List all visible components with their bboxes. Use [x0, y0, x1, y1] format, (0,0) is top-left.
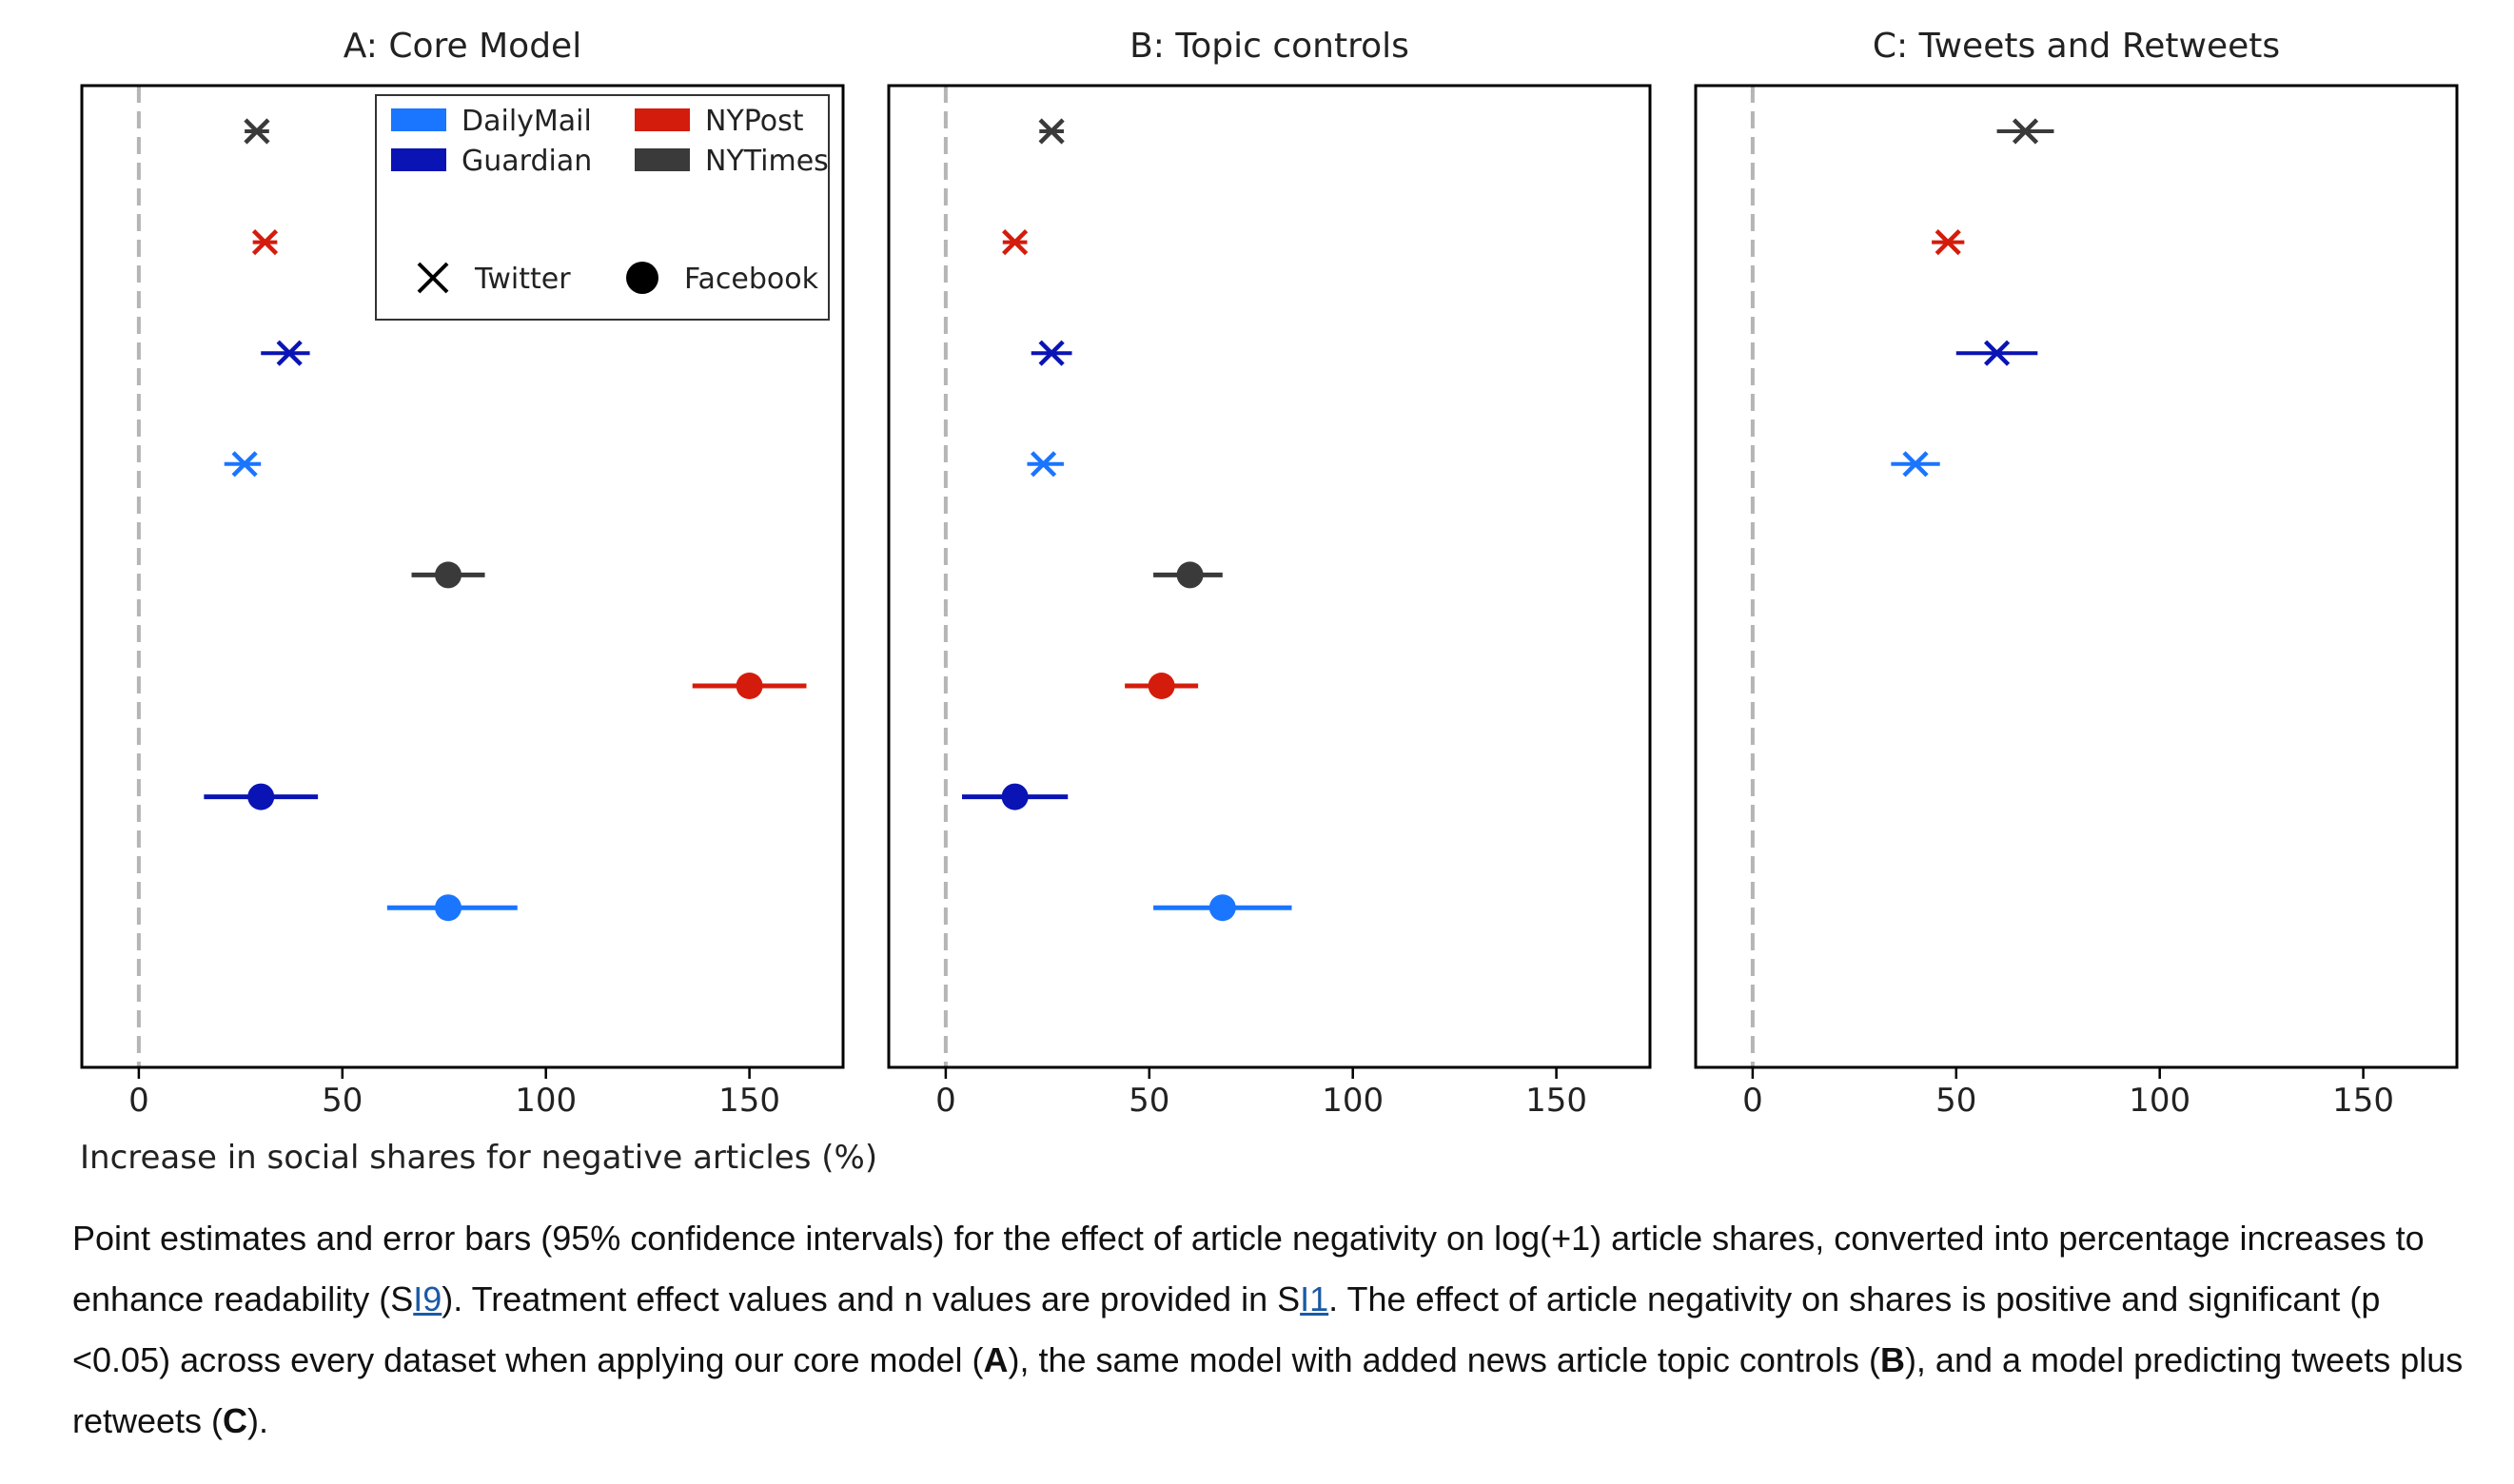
caption-text-1: Point estimates and error bars (95% conf… — [72, 1219, 2425, 1318]
panel-a-guardian-facebook-point — [247, 783, 275, 810]
legend-swatch-nytimes — [635, 148, 690, 171]
panel-a-nypost-facebook-point — [736, 673, 763, 699]
caption-link-si9[interactable]: I9 — [413, 1279, 442, 1318]
panel-a-nytimes-twitter-point — [244, 118, 270, 145]
legend-marker-facebook — [626, 262, 658, 294]
legend-label-nypost: NYPost — [705, 105, 804, 138]
panel-a-dailymail-twitter-point — [231, 451, 258, 478]
legend-box — [375, 94, 830, 321]
legend-label-twitter: Twitter — [474, 263, 571, 296]
panel-a-x-tick-label: 0 — [128, 1082, 149, 1120]
legend-label-nytimes: NYTimes — [705, 145, 829, 178]
panel-c-x-tick-label: 100 — [2129, 1082, 2190, 1120]
caption-text-6: ). — [247, 1401, 269, 1440]
legend-label-dailymail: DailyMail — [462, 105, 592, 138]
panel-a-nypost-twitter-point — [251, 229, 279, 256]
panel-b-dailymail-twitter-point — [1030, 451, 1057, 478]
legend-swatch-nypost — [635, 108, 690, 131]
panel-c-title: C: Tweets and Retweets — [1873, 27, 2280, 66]
panel-c-x-tick-label: 0 — [1742, 1082, 1763, 1120]
legend-swatch-guardian — [391, 148, 446, 171]
panel-c-x-tick-label: 50 — [1935, 1082, 1976, 1120]
panel-b-x-tick-label: 100 — [1322, 1082, 1384, 1120]
caption-link-si1[interactable]: I1 — [1300, 1279, 1329, 1318]
panel-c-dailymail-twitter-point — [1902, 451, 1929, 478]
legend-label-guardian: Guardian — [462, 145, 592, 178]
caption-text-5: ), and a model predicting tweets plus re… — [72, 1340, 2464, 1440]
panel-b-x-tick-label: 0 — [935, 1082, 956, 1120]
caption-bold-a: A — [983, 1340, 1009, 1379]
panel-c-axes-frame — [1694, 84, 2459, 1069]
caption-text-3: . The effect of article negativity on sh… — [72, 1279, 2381, 1379]
panel-a-x-tick-label: 100 — [515, 1082, 577, 1120]
x-axis-label: Increase in social shares for negative a… — [80, 1139, 877, 1177]
caption-text-2: ). Treatment effect values and n values … — [442, 1279, 1301, 1318]
panel-a-title: A: Core Model — [344, 27, 581, 66]
panel-b-guardian-twitter-point — [1038, 340, 1065, 366]
panel-b-x-tick-label: 150 — [1525, 1082, 1587, 1120]
panel-c-x-tick-label: 150 — [2332, 1082, 2394, 1120]
panel-c-nytimes-twitter-point — [2012, 118, 2039, 145]
panel-a-dailymail-facebook-point — [435, 894, 462, 922]
figure-caption: Point estimates and error bars (95% conf… — [72, 1208, 2470, 1452]
panel-a-x-tick-label: 50 — [322, 1082, 363, 1120]
panel-b-x-tick-label: 50 — [1129, 1082, 1169, 1120]
legend-label-facebook: Facebook — [684, 263, 819, 296]
panel-c-guardian-twitter-point — [1983, 340, 2011, 366]
figure: A: Core Model 0 50 100 150 B: Topic controls 0… — [80, 27, 2459, 1177]
panel-a-guardian-twitter-point — [276, 340, 303, 366]
panel-a-x-tick-label: 150 — [718, 1082, 780, 1120]
panel-b-nypost-twitter-point — [1002, 229, 1029, 256]
forest-plot-chart: A: Core Model 0 50 100 150 B: Topic controls 0… — [80, 27, 2459, 1177]
panel-b-dailymail-facebook-point — [1208, 894, 1236, 922]
panel-b-axes-frame — [887, 84, 1652, 1069]
panel-b-nytimes-twitter-point — [1038, 118, 1065, 145]
legend-swatch-dailymail — [391, 108, 446, 131]
legend-marker-twitter — [417, 262, 449, 294]
panel-a-nytimes-facebook-point — [435, 561, 462, 589]
caption-bold-b: B — [1879, 1340, 1905, 1379]
panel-b-title: B: Topic controls — [1129, 27, 1409, 66]
panel-b-nytimes-facebook-point — [1176, 561, 1204, 589]
caption-bold-c: C — [223, 1401, 248, 1440]
panel-a-axes-frame — [80, 84, 845, 1069]
panel-c-nypost-twitter-point — [1935, 229, 1961, 256]
panel-b-nypost-facebook-point — [1148, 673, 1175, 699]
panel-b-guardian-facebook-point — [1001, 783, 1029, 810]
caption-text-4: ), the same model with added news articl… — [1008, 1340, 1880, 1379]
